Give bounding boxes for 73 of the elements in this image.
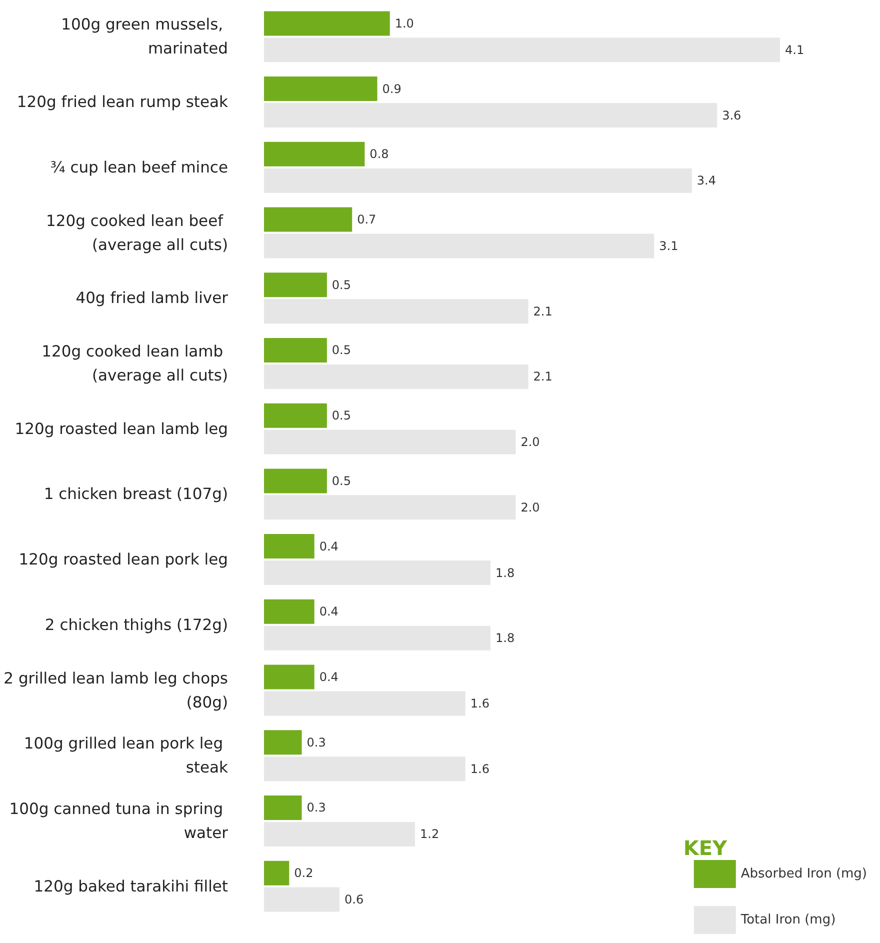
bar <box>264 103 718 128</box>
y-tick-label: 100g grilled lean pork leg steak <box>24 734 228 777</box>
data-label: 0.4 <box>319 539 338 554</box>
y-tick-label: ¾ cup lean beef mince <box>50 158 228 176</box>
bar <box>264 626 491 650</box>
bar <box>264 664 314 690</box>
bar <box>264 76 378 102</box>
data-label: 3.6 <box>722 108 742 122</box>
bar <box>264 38 780 62</box>
y-tick-label: 1 chicken breast (107g) <box>44 485 228 504</box>
data-label: 0.3 <box>306 735 326 750</box>
data-label: 0.5 <box>332 474 352 488</box>
data-label: 1.0 <box>394 16 414 30</box>
data-label: 0.5 <box>332 408 352 423</box>
bar <box>264 599 314 624</box>
bar <box>264 272 327 298</box>
data-label: 2.1 <box>533 370 552 384</box>
bar <box>264 860 290 886</box>
data-label: 0.5 <box>332 278 352 292</box>
y-tick-label: 40g fried lamb liver <box>76 289 229 308</box>
data-label: 2.0 <box>520 435 540 450</box>
bar <box>264 403 327 428</box>
bar <box>264 207 352 232</box>
data-label: 1.6 <box>470 762 490 776</box>
bar <box>264 730 302 755</box>
y-tick-label: 120g roasted lean lamb leg <box>14 420 228 438</box>
bar <box>264 887 340 912</box>
bar <box>264 142 365 166</box>
y-tick-label: 100g canned tuna in spring water <box>9 800 229 842</box>
bar <box>264 468 327 494</box>
y-tick-label: 120g cooked lean lamb (average all cuts) <box>42 342 228 384</box>
data-label: 0.9 <box>382 82 402 96</box>
y-tick-label: 120g roasted lean pork leg <box>18 550 228 569</box>
data-label: 4.1 <box>785 42 804 57</box>
bar <box>264 691 466 716</box>
data-label: 0.4 <box>319 604 338 619</box>
data-label: 3.4 <box>696 174 716 188</box>
data-label: 1.8 <box>496 566 515 580</box>
data-label: 3.1 <box>659 238 678 253</box>
data-label: 0.4 <box>319 670 338 684</box>
bar <box>264 756 466 782</box>
bar <box>264 822 416 846</box>
y-tick-label: 2 grilled lean lamb leg chops (80g) <box>4 669 228 712</box>
data-label: 0.5 <box>332 343 352 358</box>
data-label: 0.2 <box>294 866 314 880</box>
y-tick-label: 120g baked tarakihi fillet <box>34 877 228 896</box>
bar <box>264 11 390 36</box>
bar <box>264 299 528 324</box>
data-label: 1.6 <box>470 696 490 710</box>
data-label: 0.7 <box>357 212 376 227</box>
legend-label: Absorbed Iron (mg) <box>740 866 868 882</box>
data-label: 1.8 <box>496 631 515 646</box>
legend-label: Total Iron (mg) <box>740 912 836 928</box>
bar <box>264 364 528 389</box>
bar <box>264 534 314 559</box>
bar <box>264 430 516 454</box>
data-label: 1.2 <box>420 827 440 842</box>
data-label: 0.8 <box>370 147 389 162</box>
data-label: 0.6 <box>344 892 364 907</box>
bar <box>264 234 654 258</box>
y-tick-label: 120g fried lean rump steak <box>16 93 228 112</box>
y-tick-label: 100g green mussels, marinated <box>61 16 228 58</box>
bar <box>264 495 516 520</box>
legend-title: KEY <box>683 836 728 860</box>
bar <box>264 560 491 586</box>
y-tick-label: 2 chicken thighs (172g) <box>44 616 228 634</box>
bar <box>264 338 327 362</box>
data-label: 0.3 <box>306 800 326 815</box>
data-label: 2.0 <box>520 500 540 514</box>
y-tick-label: 120g cooked lean beef (average all cuts) <box>46 212 228 254</box>
bar <box>264 795 302 820</box>
bar <box>264 168 692 193</box>
data-label: 2.1 <box>533 304 552 318</box>
